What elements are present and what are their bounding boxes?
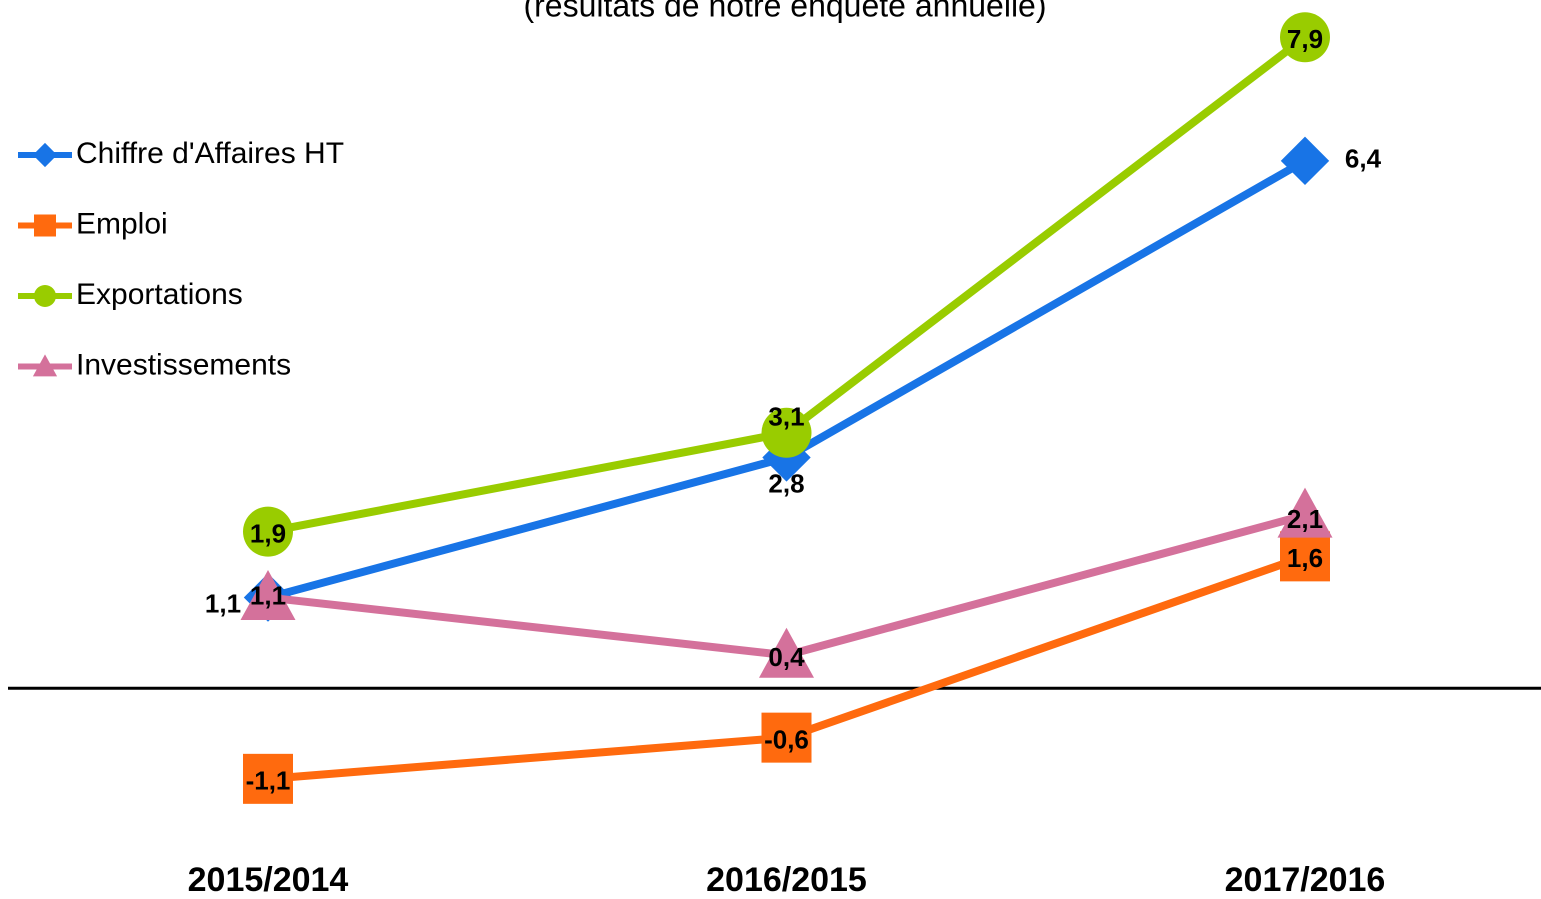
marker-square	[1280, 531, 1330, 582]
data-label: 3,1	[768, 402, 804, 432]
legend-label: Emploi	[76, 207, 168, 240]
data-label: 6,4	[1345, 144, 1382, 174]
legend-label: Investissements	[76, 348, 291, 381]
marker-circle	[243, 506, 293, 557]
marker-diamond	[32, 142, 58, 168]
data-label: 1,1	[250, 580, 286, 610]
data-label: 2,8	[768, 468, 804, 498]
marker-triangle	[32, 354, 58, 377]
marker-circle	[761, 407, 812, 458]
data-label: 1,9	[250, 519, 286, 549]
legend-label: Exportations	[76, 278, 243, 311]
marker-square	[243, 753, 293, 804]
marker-circle	[34, 285, 56, 307]
x-tick-label: 2016/2015	[706, 861, 867, 899]
x-tick-label: 2015/2014	[188, 861, 349, 899]
data-label: 2,1	[1287, 504, 1323, 534]
marker-square	[34, 214, 56, 237]
data-label: 0,4	[768, 642, 805, 672]
data-label: -0,6	[764, 725, 809, 755]
chart-subtitle: (résultats de notre enquête annuelle)	[523, 0, 1046, 23]
legend-label: Chiffre d'Affaires HT	[76, 137, 344, 170]
data-label: 1,6	[1287, 543, 1323, 573]
marker-triangle	[240, 570, 296, 621]
data-label: 7,9	[1287, 24, 1323, 54]
marker-square	[761, 712, 812, 763]
marker-diamond	[1280, 136, 1330, 186]
marker-triangle	[1277, 487, 1333, 538]
marker-circle	[1280, 12, 1330, 63]
data-label: 1,1	[205, 588, 241, 618]
x-tick-label: 2017/2016	[1225, 861, 1386, 899]
data-label: -1,1	[246, 766, 291, 796]
marker-triangle	[759, 627, 814, 678]
